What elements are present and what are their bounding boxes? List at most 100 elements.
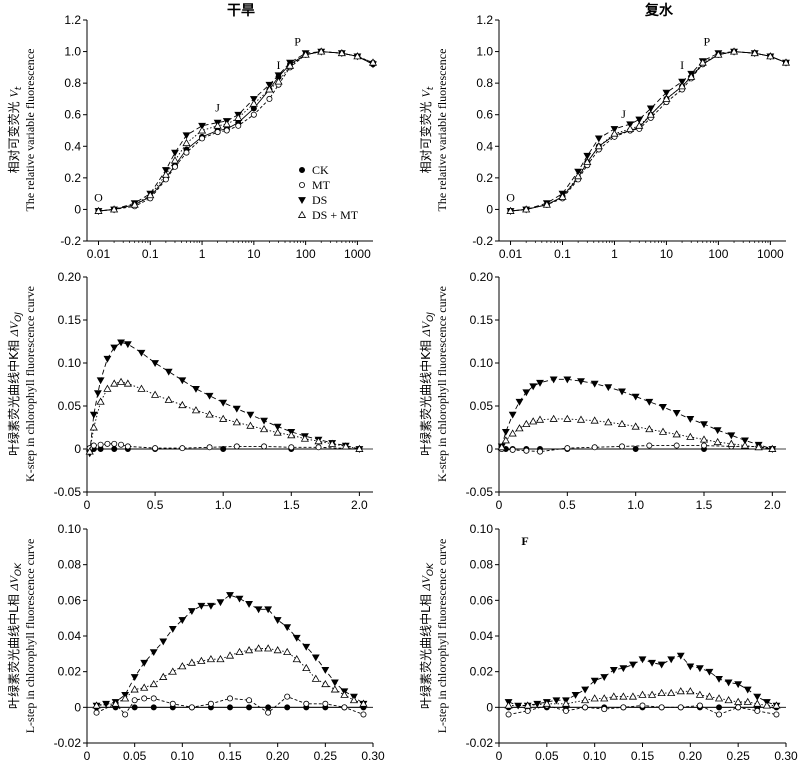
data-point — [273, 428, 282, 436]
phase-label: O — [506, 191, 515, 205]
data-point — [631, 393, 640, 401]
data-point — [161, 167, 170, 174]
data-point — [714, 694, 724, 702]
data-point — [659, 404, 667, 411]
data-point — [635, 116, 644, 124]
data-point — [535, 415, 545, 423]
data-point — [577, 378, 585, 386]
x-tick-label: 0.10 — [583, 749, 607, 763]
legend-marker — [298, 181, 305, 188]
data-point — [700, 421, 708, 429]
data-point — [529, 383, 538, 391]
data-point — [140, 659, 149, 667]
y-tick-label: 0 — [74, 202, 81, 216]
data-point — [197, 126, 207, 134]
data-point — [188, 704, 195, 711]
x-tick-label: 0.5 — [559, 498, 576, 512]
data-point — [288, 444, 295, 451]
data-point — [677, 82, 687, 90]
data-point — [93, 709, 100, 716]
data-point — [781, 58, 791, 66]
data-point — [220, 445, 227, 452]
data-point — [562, 707, 569, 714]
data-point — [274, 77, 283, 85]
data-point — [199, 135, 206, 142]
data-point — [273, 646, 282, 654]
y-title-subscript: OJ — [426, 312, 436, 322]
y-tick-label: 0.02 — [58, 665, 82, 679]
y-title-subscript: OJ — [14, 312, 24, 322]
y-axis-title-cn-text: 叶绿素荧光曲线中K相 ΔVOJ — [418, 312, 436, 456]
data-point — [187, 608, 196, 616]
x-tick-label: 0.15 — [631, 749, 655, 763]
series-ds — [506, 48, 790, 216]
data-point — [214, 129, 221, 136]
data-point — [667, 656, 676, 664]
data-point — [542, 699, 551, 707]
y-title-subscript: OK — [426, 562, 436, 576]
y-axis-title-en: L-step in chlorophyll fluorescence curve — [435, 539, 449, 734]
y-axis-title-cn: 叶绿素荧光曲线中L相 ΔVOK — [418, 562, 436, 709]
phase-label: J — [215, 101, 220, 115]
data-point — [111, 440, 118, 447]
data-point — [213, 121, 222, 129]
data-point — [146, 191, 155, 199]
data-point — [753, 699, 762, 707]
data-point — [610, 129, 619, 137]
y-axis-title-en-text: L-step in chlorophyll fluorescence curve — [23, 539, 37, 734]
y-tick-label: 0.04 — [58, 629, 82, 643]
data-point — [121, 694, 130, 702]
data-point — [734, 697, 743, 705]
data-point — [522, 419, 531, 428]
data-point — [676, 687, 685, 695]
y-tick-label: 0.15 — [58, 313, 82, 327]
data-point — [645, 425, 654, 433]
data-point — [657, 688, 666, 697]
y-tick-label: 0.06 — [58, 593, 82, 607]
y-tick-label: 0 — [486, 202, 493, 216]
data-point — [686, 663, 695, 671]
data-point — [497, 443, 506, 451]
x-tick-label: 100 — [296, 247, 316, 261]
data-point — [226, 695, 233, 702]
data-point — [714, 50, 723, 58]
data-point — [724, 695, 733, 704]
y-tick-label: -0.05 — [54, 485, 82, 499]
data-point — [245, 601, 253, 608]
data-point — [601, 706, 608, 713]
y-tick-label: 0.4 — [476, 139, 493, 153]
y-tick-label: 0.2 — [476, 171, 493, 185]
data-point — [533, 700, 542, 708]
x-tick-label: 100 — [708, 247, 728, 261]
y-axis-title-en-text: K-step in chlorophyll fluorescence curve — [23, 286, 37, 482]
x-tick-label: 0.25 — [726, 749, 750, 763]
data-point — [164, 368, 173, 376]
data-point — [149, 679, 158, 688]
data-point — [594, 142, 603, 150]
y-axis-title-en: K-step in chlorophyll fluorescence curve — [435, 286, 449, 482]
data-point — [96, 377, 105, 385]
data-point — [536, 379, 544, 387]
data-point — [619, 665, 628, 673]
data-point — [349, 695, 359, 704]
data-point — [727, 439, 736, 447]
data-point — [89, 411, 98, 419]
y-tick-label: 1.2 — [476, 13, 493, 27]
data-point — [93, 390, 102, 398]
data-point — [647, 690, 657, 698]
y-tick-label: 0.02 — [470, 665, 494, 679]
data-point — [103, 355, 112, 363]
data-point — [207, 700, 214, 707]
data-point — [549, 376, 558, 384]
data-point — [646, 442, 653, 449]
data-point — [600, 674, 609, 682]
data-point — [754, 707, 761, 714]
data-point — [149, 649, 158, 657]
data-point — [321, 667, 330, 674]
y-axis-title-en-text: K-step in chlorophyll fluorescence curve — [435, 286, 449, 482]
y-title-cn: 相对可变荧光 — [6, 98, 21, 174]
data-point — [337, 48, 346, 57]
data-point — [617, 419, 627, 428]
data-point — [273, 423, 282, 431]
data-point — [235, 647, 244, 655]
